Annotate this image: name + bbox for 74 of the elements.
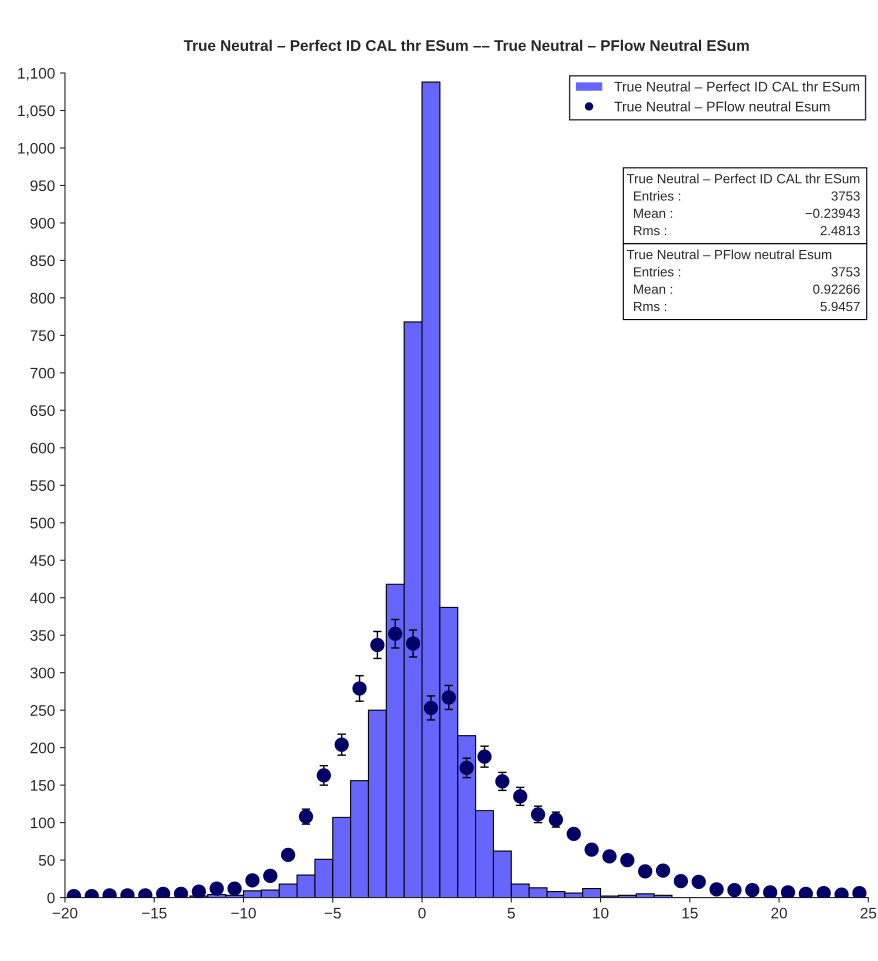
y-tick-label: 100	[30, 817, 55, 828]
point	[406, 636, 420, 651]
x-tick-label: −10	[231, 908, 256, 919]
point	[370, 638, 385, 652]
chart-title: True Neutral – Perfect ID CAL thr ESum –– True Neutral – PFlow Neutral ESum	[184, 40, 749, 51]
y-tick-label: 850	[30, 255, 55, 266]
point	[477, 750, 492, 764]
y-tick-label: 550	[30, 480, 55, 491]
y-tick-label: 1,100	[18, 68, 55, 81]
legend-label: True Neutral – PFlow neutral Esum	[614, 101, 830, 112]
point	[656, 863, 670, 878]
point	[513, 789, 528, 804]
point	[192, 884, 206, 898]
point	[442, 690, 456, 705]
point	[620, 852, 634, 868]
y-tick-label: 650	[30, 405, 55, 416]
legend-label: True Neutral – Perfect ID CAL thr ESum	[614, 81, 860, 92]
x-tick-label: 0	[418, 908, 426, 919]
point	[674, 874, 688, 888]
point	[388, 626, 402, 641]
y-tick-label: 700	[30, 368, 55, 379]
y-tick-label: 200	[30, 742, 55, 754]
y-tick-label: 750	[30, 330, 55, 342]
x-tick-label: 10	[593, 908, 608, 919]
point	[530, 807, 546, 822]
y-tick-label: 0	[47, 892, 55, 904]
point	[352, 681, 367, 696]
point	[495, 774, 510, 789]
y-tick-label: 350	[30, 630, 55, 641]
point	[816, 886, 831, 898]
y-tick-label: 450	[30, 555, 55, 566]
x-tick-label: 25	[860, 908, 876, 919]
point	[745, 882, 760, 898]
y-tick-label: 900	[30, 218, 55, 229]
point	[727, 882, 742, 898]
y-tick-label: 950	[30, 180, 55, 192]
y-tick-label: 300	[30, 668, 55, 678]
point	[316, 768, 331, 783]
y-tick-label: 800	[30, 292, 55, 304]
point	[227, 881, 242, 896]
x-tick-label: −5	[324, 908, 341, 919]
y-tick-label: 1,050	[18, 105, 55, 118]
point	[852, 886, 867, 898]
x-tick-label: −15	[142, 908, 167, 919]
point	[602, 849, 617, 864]
x-tick-label: 20	[771, 908, 787, 919]
y-tick-label: 500	[30, 518, 55, 528]
point	[281, 848, 296, 862]
y-tick-label: 600	[30, 442, 55, 454]
point	[298, 810, 314, 824]
point	[424, 700, 438, 716]
point	[245, 873, 260, 888]
y-tick-label: 150	[30, 780, 55, 791]
point	[263, 868, 278, 883]
point	[566, 826, 581, 841]
point	[334, 738, 349, 752]
y-tick-label: 400	[30, 592, 55, 604]
y-tick-label: 50	[38, 854, 55, 866]
x-tick-label: 15	[682, 908, 698, 919]
x-tick-label: −20	[52, 908, 78, 919]
point	[692, 874, 706, 889]
point	[780, 885, 796, 898]
text: True Neutral – Perfect ID CAL thr ESum Entries : 3753 Mean : −0.23943 Rms : 2.4813	[626, 174, 860, 236]
point	[709, 882, 724, 896]
point	[584, 842, 599, 857]
point	[763, 885, 778, 898]
x-tick-label: 5	[508, 908, 515, 919]
y-tick-label: 250	[30, 705, 55, 716]
point	[210, 881, 224, 896]
point	[638, 864, 652, 878]
text: True Neutral – PFlow neutral Esum Entries : 3753 Mean : 0.92266 Rms : 5.9457	[626, 250, 860, 312]
y-tick-label: 1,000	[18, 142, 55, 156]
point	[460, 760, 474, 776]
point	[548, 812, 564, 827]
